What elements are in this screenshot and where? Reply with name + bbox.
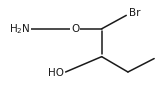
Text: HO: HO [48,68,64,78]
Text: H$_2$N: H$_2$N [9,22,31,36]
Text: O: O [71,24,80,34]
Text: Br: Br [129,8,140,18]
